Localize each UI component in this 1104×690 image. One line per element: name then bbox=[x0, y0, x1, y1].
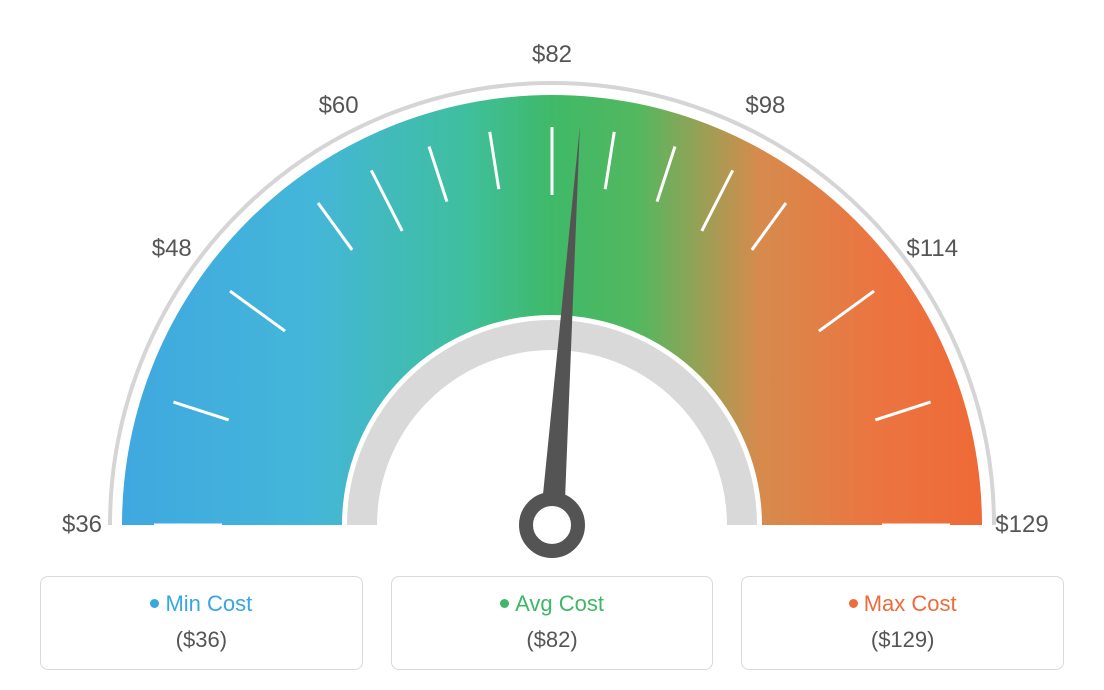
legend-value-max: ($129) bbox=[752, 627, 1053, 653]
dot-icon bbox=[849, 599, 858, 608]
legend-card-max: Max Cost ($129) bbox=[741, 576, 1064, 670]
dot-icon bbox=[150, 599, 159, 608]
gauge-tick-label: $48 bbox=[152, 235, 192, 263]
gauge-tick-label: $36 bbox=[62, 511, 102, 539]
legend-title-max: Max Cost bbox=[752, 591, 1053, 617]
legend-row: Min Cost ($36) Avg Cost ($82) Max Cost (… bbox=[40, 576, 1064, 670]
gauge-tick-label: $60 bbox=[319, 92, 359, 120]
legend-label-avg: Avg Cost bbox=[515, 591, 604, 616]
gauge-svg bbox=[0, 0, 1104, 560]
legend-label-min: Min Cost bbox=[165, 591, 252, 616]
gauge-tick-label: $114 bbox=[906, 235, 958, 263]
legend-title-min: Min Cost bbox=[51, 591, 352, 617]
legend-value-min: ($36) bbox=[51, 627, 352, 653]
dot-icon bbox=[500, 599, 509, 608]
legend-card-avg: Avg Cost ($82) bbox=[391, 576, 714, 670]
legend-value-avg: ($82) bbox=[402, 627, 703, 653]
gauge-tick-label: $129 bbox=[995, 511, 1048, 539]
legend-title-avg: Avg Cost bbox=[402, 591, 703, 617]
legend-label-max: Max Cost bbox=[864, 591, 957, 616]
cost-gauge-chart: $36 $48 $60 $82 $98 $114 $129 bbox=[0, 0, 1104, 560]
gauge-tick-label: $98 bbox=[745, 92, 785, 120]
legend-card-min: Min Cost ($36) bbox=[40, 576, 363, 670]
gauge-tick-label: $82 bbox=[532, 41, 572, 69]
